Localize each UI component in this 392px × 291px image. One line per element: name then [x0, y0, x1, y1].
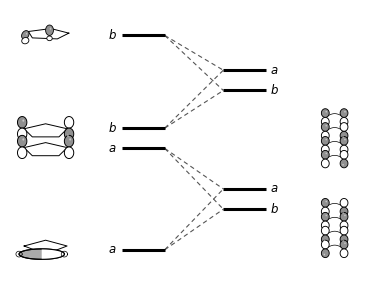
Polygon shape: [45, 25, 53, 36]
Polygon shape: [340, 240, 348, 249]
Polygon shape: [321, 207, 329, 216]
Polygon shape: [340, 117, 348, 126]
Polygon shape: [340, 109, 348, 117]
Text: a: a: [109, 243, 116, 256]
Polygon shape: [344, 214, 346, 216]
Polygon shape: [64, 128, 74, 140]
Polygon shape: [340, 221, 348, 230]
Polygon shape: [321, 249, 329, 258]
Polygon shape: [344, 242, 346, 244]
Text: a: a: [109, 142, 116, 155]
Polygon shape: [340, 226, 348, 235]
Polygon shape: [340, 145, 348, 154]
Polygon shape: [64, 147, 74, 159]
Polygon shape: [22, 31, 29, 39]
Polygon shape: [325, 139, 327, 141]
Polygon shape: [26, 33, 27, 35]
Polygon shape: [18, 116, 27, 128]
Polygon shape: [325, 111, 327, 113]
Polygon shape: [342, 212, 344, 214]
Polygon shape: [22, 38, 29, 44]
Polygon shape: [340, 131, 348, 140]
Text: b: b: [109, 122, 116, 135]
Polygon shape: [340, 150, 348, 159]
Polygon shape: [340, 235, 348, 244]
Polygon shape: [342, 240, 344, 242]
Polygon shape: [321, 212, 329, 221]
Polygon shape: [340, 159, 348, 168]
Polygon shape: [67, 134, 69, 137]
Polygon shape: [342, 136, 344, 138]
Polygon shape: [18, 135, 27, 147]
Polygon shape: [344, 139, 346, 141]
Polygon shape: [340, 136, 348, 145]
Polygon shape: [321, 123, 329, 131]
Polygon shape: [321, 226, 329, 235]
Polygon shape: [342, 164, 344, 166]
Polygon shape: [19, 249, 64, 259]
Polygon shape: [18, 147, 27, 159]
Polygon shape: [69, 138, 71, 141]
Polygon shape: [321, 221, 329, 230]
Polygon shape: [321, 159, 329, 168]
Polygon shape: [340, 249, 348, 258]
Polygon shape: [50, 28, 51, 30]
Polygon shape: [325, 125, 327, 127]
Text: b: b: [271, 203, 278, 216]
Text: a: a: [271, 182, 278, 196]
Polygon shape: [340, 207, 348, 216]
Polygon shape: [321, 109, 329, 117]
Polygon shape: [340, 212, 348, 221]
Polygon shape: [64, 135, 74, 147]
Polygon shape: [344, 111, 346, 113]
Polygon shape: [42, 249, 64, 259]
Text: b: b: [109, 29, 116, 42]
Polygon shape: [321, 198, 329, 207]
Polygon shape: [22, 119, 24, 122]
Polygon shape: [340, 123, 348, 131]
Polygon shape: [321, 240, 329, 249]
Polygon shape: [321, 150, 329, 159]
Polygon shape: [325, 201, 327, 203]
Text: b: b: [271, 84, 278, 97]
Polygon shape: [64, 116, 74, 128]
Polygon shape: [321, 117, 329, 126]
Polygon shape: [47, 36, 52, 41]
Polygon shape: [321, 131, 329, 140]
Polygon shape: [321, 136, 329, 145]
Polygon shape: [340, 198, 348, 207]
Text: a: a: [271, 64, 278, 77]
Polygon shape: [22, 138, 24, 141]
Polygon shape: [18, 128, 27, 140]
Polygon shape: [321, 145, 329, 154]
Polygon shape: [321, 235, 329, 244]
Polygon shape: [325, 214, 327, 216]
Polygon shape: [325, 152, 327, 154]
Polygon shape: [323, 240, 325, 242]
Polygon shape: [323, 254, 325, 255]
